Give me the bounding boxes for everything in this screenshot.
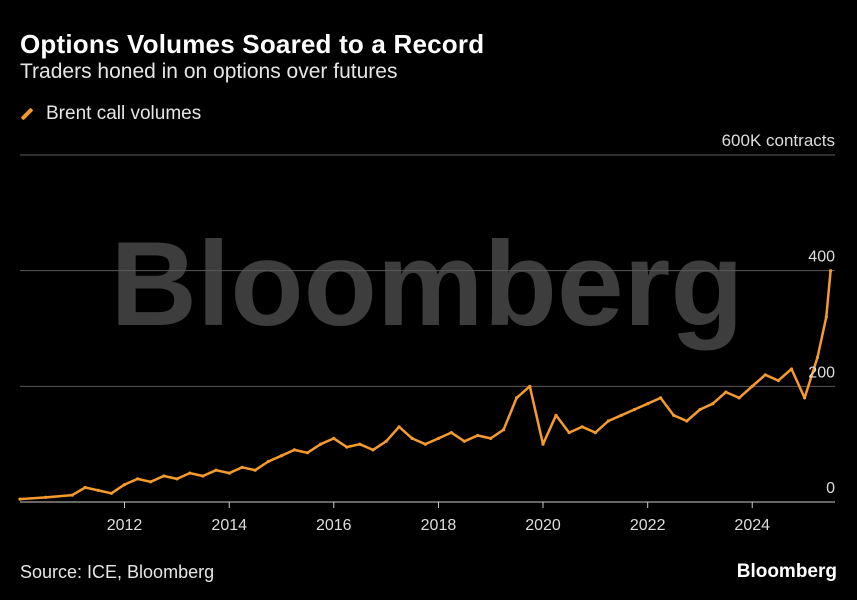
data-point: [815, 355, 820, 359]
data-point: [619, 413, 623, 417]
data-point: [319, 442, 323, 446]
bloomberg-logo: Bloomberg: [736, 561, 837, 582]
data-point: [371, 448, 375, 452]
data-point: [829, 269, 833, 273]
data-point: [227, 471, 231, 475]
y-tick-label-400: 400: [808, 249, 835, 266]
data-point: [789, 367, 794, 371]
y-tick-label-600: 600K contracts: [722, 131, 835, 150]
y-tick-label-200: 200: [808, 364, 835, 381]
data-point: [711, 402, 715, 406]
data-point: [659, 396, 663, 400]
data-point: [593, 431, 598, 435]
data-point: [528, 384, 532, 388]
watermark: Bloomberg: [110, 217, 743, 351]
data-point: [345, 445, 349, 449]
legend: Brent call volumes: [20, 103, 201, 125]
data-point: [253, 468, 257, 472]
data-point: [803, 396, 807, 400]
data-point: [672, 413, 676, 417]
x-tick-label-2014: 2014: [211, 517, 247, 534]
data-point: [358, 442, 362, 446]
data-point: [292, 448, 296, 452]
data-point: [632, 407, 637, 412]
data-point: [279, 454, 284, 458]
data-point: [175, 477, 179, 481]
data-point: [162, 474, 166, 478]
series-layer: [18, 269, 833, 501]
x-tick-label-2016: 2016: [316, 517, 352, 534]
data-point: [541, 442, 545, 446]
chart-title: Options Volumes Soared to a Record: [20, 29, 485, 59]
data-point: [423, 442, 427, 446]
data-point: [462, 439, 466, 443]
x-tick-label-2012: 2012: [107, 517, 143, 534]
data-point: [240, 465, 244, 469]
data-point: [737, 396, 741, 400]
data-point: [763, 373, 767, 377]
data-point: [489, 436, 493, 440]
x-tick-label-2024: 2024: [734, 517, 770, 534]
data-point: [476, 433, 480, 438]
data-point: [188, 471, 192, 475]
data-point: [750, 384, 754, 388]
data-point: [698, 407, 702, 412]
data-point: [724, 390, 728, 394]
x-tick-label-2022: 2022: [630, 517, 666, 534]
data-point: [824, 315, 828, 319]
x-tick-label-2018: 2018: [421, 517, 457, 534]
data-point: [18, 497, 22, 501]
data-point: [580, 425, 584, 429]
data-point: [410, 436, 414, 440]
y-tick-label-0: 0: [826, 480, 835, 497]
data-point: [305, 451, 309, 455]
source-note: Source: ICE, Bloomberg: [20, 562, 215, 582]
data-point: [436, 436, 441, 440]
data-point: [567, 431, 571, 435]
data-point: [502, 428, 506, 432]
data-point: [70, 493, 74, 497]
series-line-0: [18, 269, 832, 501]
x-tick-label-2020: 2020: [525, 517, 561, 534]
legend-label: Brent call volumes: [46, 103, 202, 124]
data-point: [685, 419, 689, 423]
data-point: [136, 477, 140, 481]
data-point: [201, 474, 205, 478]
data-point: [109, 491, 113, 495]
gridlines: [20, 154, 835, 387]
axis-layer: 0 200 400 600K contracts 2012 2014 2016 2018 202…: [20, 131, 835, 534]
data-point: [83, 485, 87, 490]
chart-subtitle: Traders honed in on options over futures: [20, 60, 398, 83]
data-point: [122, 483, 127, 487]
data-point: [332, 436, 336, 440]
data-point: [449, 431, 453, 435]
data-point: [149, 480, 153, 484]
data-point: [44, 495, 48, 499]
data-point: [96, 488, 100, 492]
data-point: [554, 413, 558, 417]
data-point: [266, 459, 270, 464]
data-point: [397, 425, 401, 429]
data-point: [776, 379, 780, 383]
data-point: [384, 439, 388, 443]
data-point: [515, 396, 519, 400]
data-point: [606, 419, 610, 423]
data-point: [214, 468, 218, 472]
data-point: [646, 402, 650, 406]
